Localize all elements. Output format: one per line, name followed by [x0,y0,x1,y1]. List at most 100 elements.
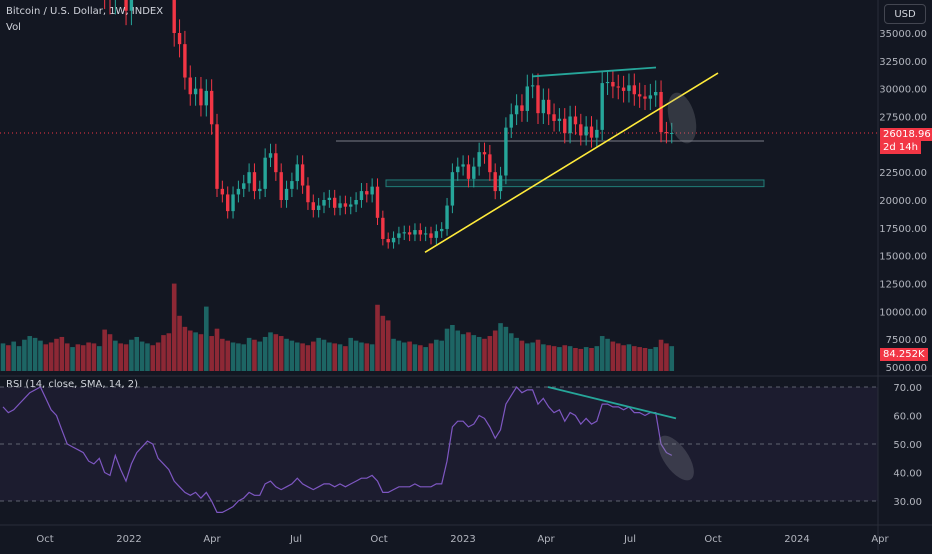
volume-bar [11,341,16,371]
candle-body [482,152,487,155]
candle-body [322,200,326,206]
candle-body [568,116,572,134]
candle-body [263,157,267,189]
price-axis-label: 20000.00 [879,196,927,207]
candle-body [386,238,390,243]
candle-body [247,172,251,184]
volume-bar [508,333,514,371]
candle-body [429,233,433,238]
candle-body [311,202,315,211]
volume-bar [59,336,65,371]
candle-body [498,175,503,192]
volume-bar [562,345,568,371]
volume-bar [471,335,477,371]
candle-body [300,164,305,186]
candle-body [563,118,567,134]
volume-bar [444,328,450,371]
candle-body [664,132,669,134]
time-axis-label: Oct [370,534,387,545]
candle-body [359,191,364,200]
price-axis-label: 22500.00 [879,168,927,179]
volume-bar [621,345,626,371]
rsi-label: RSI (14, close, SMA, 14, 2) [6,379,139,390]
volume-bar [161,335,166,371]
last-volume-tag: 84.252K [880,348,928,361]
rsi-axis-label: 70.00 [893,383,922,394]
volume-bar [476,336,482,371]
candle-body [536,85,540,114]
volume-bar [364,343,370,371]
time-axis-label: Oct [704,534,721,545]
volume-bar [664,343,669,371]
candle-body [354,200,358,205]
volume-bar [567,346,573,371]
volume-bar [428,343,434,371]
candle-body [124,0,128,11]
volume-bar [166,333,172,371]
volume-bar [182,326,188,371]
time-axis-label: Jul [623,534,636,545]
candle-body [199,88,203,106]
volume-bar [129,339,134,371]
volume-bar [70,347,75,371]
price-highlight [667,92,697,144]
volume-bar [653,347,658,371]
volume-bar [241,344,247,371]
candle-body [177,33,182,45]
volume-bar [171,283,177,371]
candle-body [488,154,492,173]
volume-bar [236,343,241,371]
last-price-tag: 26018.96 [880,128,932,141]
candle-body [407,232,412,235]
candle-body [520,105,524,111]
candle-body [381,217,385,239]
candle-body [525,86,529,111]
volume-bar [546,345,551,371]
volume-bar [102,329,107,371]
volume-bar [246,337,252,371]
candle-body [402,232,406,234]
volume-bar [139,341,145,371]
candle-body [440,228,444,232]
volume-bar [305,345,311,371]
currency-button[interactable]: USD [884,4,926,24]
candle-body [268,153,273,158]
volume-bar [487,336,493,371]
volume-bar [230,342,236,371]
volume-bar [648,348,653,371]
rsi-divergence-line [547,386,677,420]
candle-body [589,126,594,138]
candle-body [456,166,460,173]
volume-bar [134,336,140,371]
volume-bar [91,343,97,371]
volume-bar [273,334,279,371]
ascending-trendline [424,72,719,254]
volume-bar [145,343,150,371]
candle-body [397,233,401,238]
volume-bar [118,343,123,371]
price-axis-label: 15000.00 [879,252,927,263]
candle-body [418,230,422,235]
volume-bar [321,339,327,371]
volume-bar [632,346,637,371]
candle-body [637,94,642,97]
candle-body [279,172,283,200]
volume-bar [278,336,284,371]
candle-body [547,99,551,115]
candle-body [530,85,535,87]
candle-body [621,87,626,91]
candle-body [349,204,353,207]
candle-body [600,83,604,130]
volume-bar [54,338,59,371]
candle-body [193,88,198,95]
volume-bar [369,344,375,371]
volume-bar [418,345,423,371]
volume-bar [610,341,616,371]
candle-body [172,0,176,33]
volume-bar [252,339,257,371]
time-axis-label: 2024 [784,534,809,545]
volume-bar [605,338,610,371]
candle-body [605,81,610,84]
